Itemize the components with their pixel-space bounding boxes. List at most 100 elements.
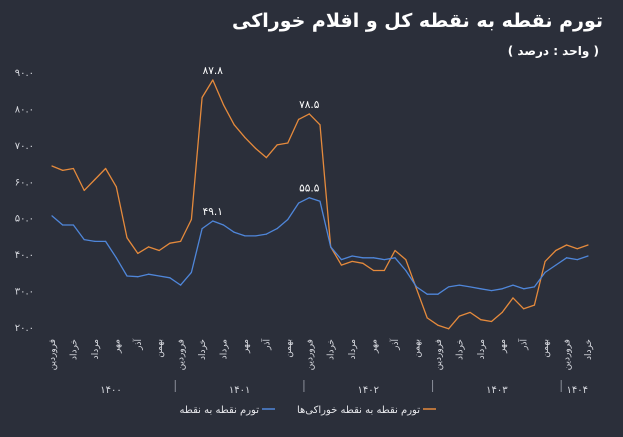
data-point [72, 167, 75, 170]
data-point [415, 286, 418, 288]
data-point [147, 246, 150, 248]
data-point [394, 257, 396, 259]
data-point [565, 257, 568, 259]
x-tick-label: بهمن [541, 339, 551, 358]
data-point [222, 104, 225, 106]
data-point [94, 178, 96, 181]
data-point [448, 286, 450, 288]
data-point [458, 315, 460, 317]
x-tick-label: فروردین [305, 339, 315, 370]
data-point [405, 259, 407, 261]
data-label: ۸۷.۸ [203, 65, 224, 77]
data-point [576, 259, 578, 261]
x-tick-label: مهر [112, 339, 122, 354]
data-point [319, 124, 321, 126]
data-point [469, 286, 471, 288]
y-tick-label: ۷۰.۰ [15, 141, 34, 152]
data-point [555, 264, 557, 266]
data-point [255, 235, 257, 237]
data-point [287, 218, 289, 221]
data-point [523, 288, 525, 290]
y-tick-label: ۹۰.۰ [15, 68, 34, 79]
data-point [340, 264, 343, 266]
data-label: ۵۵.۵ [299, 183, 320, 195]
y-tick-label: ۸۰.۰ [15, 104, 34, 115]
data-point [308, 197, 310, 199]
data-point [180, 240, 182, 242]
data-point [512, 284, 514, 286]
data-point [94, 240, 96, 242]
data-point [469, 311, 471, 314]
data-point [201, 228, 203, 230]
data-point [158, 249, 160, 252]
data-point [383, 259, 385, 261]
chart-subtitle: ( واحد : درصد ) [507, 44, 599, 58]
data-point [105, 240, 107, 242]
data-point [437, 324, 439, 326]
data-point [565, 244, 568, 246]
data-point [83, 238, 85, 241]
x-tick-label: مهر [498, 339, 508, 354]
data-point [83, 189, 85, 191]
data-point [222, 224, 225, 226]
data-point [340, 259, 343, 261]
data-point [265, 157, 267, 159]
data-point [137, 252, 139, 255]
data-point [212, 220, 214, 222]
x-tick-label: خرداد [69, 339, 79, 360]
year-label: ۱۴۰۴ [567, 385, 588, 396]
year-label: ۱۴۰۳ [486, 385, 508, 396]
data-point [51, 165, 53, 167]
y-tick-label: ۶۰.۰ [15, 177, 34, 188]
data-point [383, 269, 385, 272]
data-point [169, 242, 171, 244]
data-point [362, 262, 364, 264]
data-label: ۴۹.۱ [203, 206, 223, 218]
data-point [330, 246, 332, 248]
year-label: ۱۴۰۰ [100, 385, 121, 396]
data-point [297, 118, 300, 120]
data-point [437, 293, 439, 295]
legend-label-food: تورم نقطه به نقطه خوراکی‌ها [297, 405, 420, 416]
data-point [480, 319, 482, 321]
data-point [72, 224, 75, 226]
x-tick-label: آذر [132, 339, 144, 351]
data-point [126, 237, 128, 239]
data-point [180, 284, 182, 286]
data-point [544, 271, 546, 273]
data-point [587, 255, 589, 257]
data-point [405, 269, 407, 272]
data-point [137, 276, 139, 278]
data-point [426, 293, 428, 295]
x-tick-label: مرداد [348, 339, 358, 359]
data-point [480, 288, 482, 290]
data-point [158, 275, 160, 277]
series-line-food [51, 79, 589, 330]
data-point [233, 231, 235, 233]
data-point [458, 284, 460, 286]
data-point [351, 260, 353, 263]
data-point [255, 147, 257, 150]
data-point [244, 136, 246, 139]
data-point [587, 244, 589, 246]
data-point [62, 224, 64, 226]
data-point [51, 215, 53, 217]
data-point [287, 142, 289, 144]
x-tick-label: مهر [370, 339, 380, 354]
data-point [147, 273, 150, 275]
y-tick-label: ۳۰.۰ [15, 287, 34, 298]
data-point [555, 249, 557, 252]
data-point [373, 269, 375, 272]
data-point [115, 186, 117, 188]
data-point [190, 271, 192, 273]
x-tick-label: مهر [241, 339, 251, 354]
x-tick-label: آذر [518, 339, 530, 351]
year-label: ۱۴۰۲ [357, 385, 378, 396]
data-point [490, 320, 493, 323]
data-point [297, 202, 300, 204]
data-point [394, 249, 396, 252]
x-tick-label: خرداد [455, 339, 465, 360]
legend-label-total: تورم نقطه به نقطه [180, 405, 260, 416]
data-point [105, 167, 107, 170]
y-tick-label: ۲۰.۰ [15, 323, 34, 334]
